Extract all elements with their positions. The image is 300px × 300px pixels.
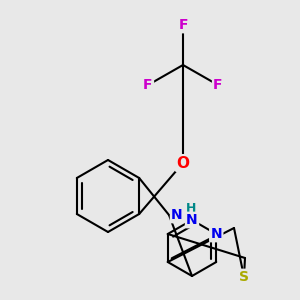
Text: F: F xyxy=(178,18,188,32)
Text: H: H xyxy=(186,202,196,215)
Text: N: N xyxy=(210,227,222,241)
Text: F: F xyxy=(143,78,153,92)
Text: S: S xyxy=(239,270,249,284)
Text: N: N xyxy=(171,208,183,222)
Text: O: O xyxy=(176,155,190,170)
Text: N: N xyxy=(186,213,198,227)
Text: F: F xyxy=(213,78,223,92)
